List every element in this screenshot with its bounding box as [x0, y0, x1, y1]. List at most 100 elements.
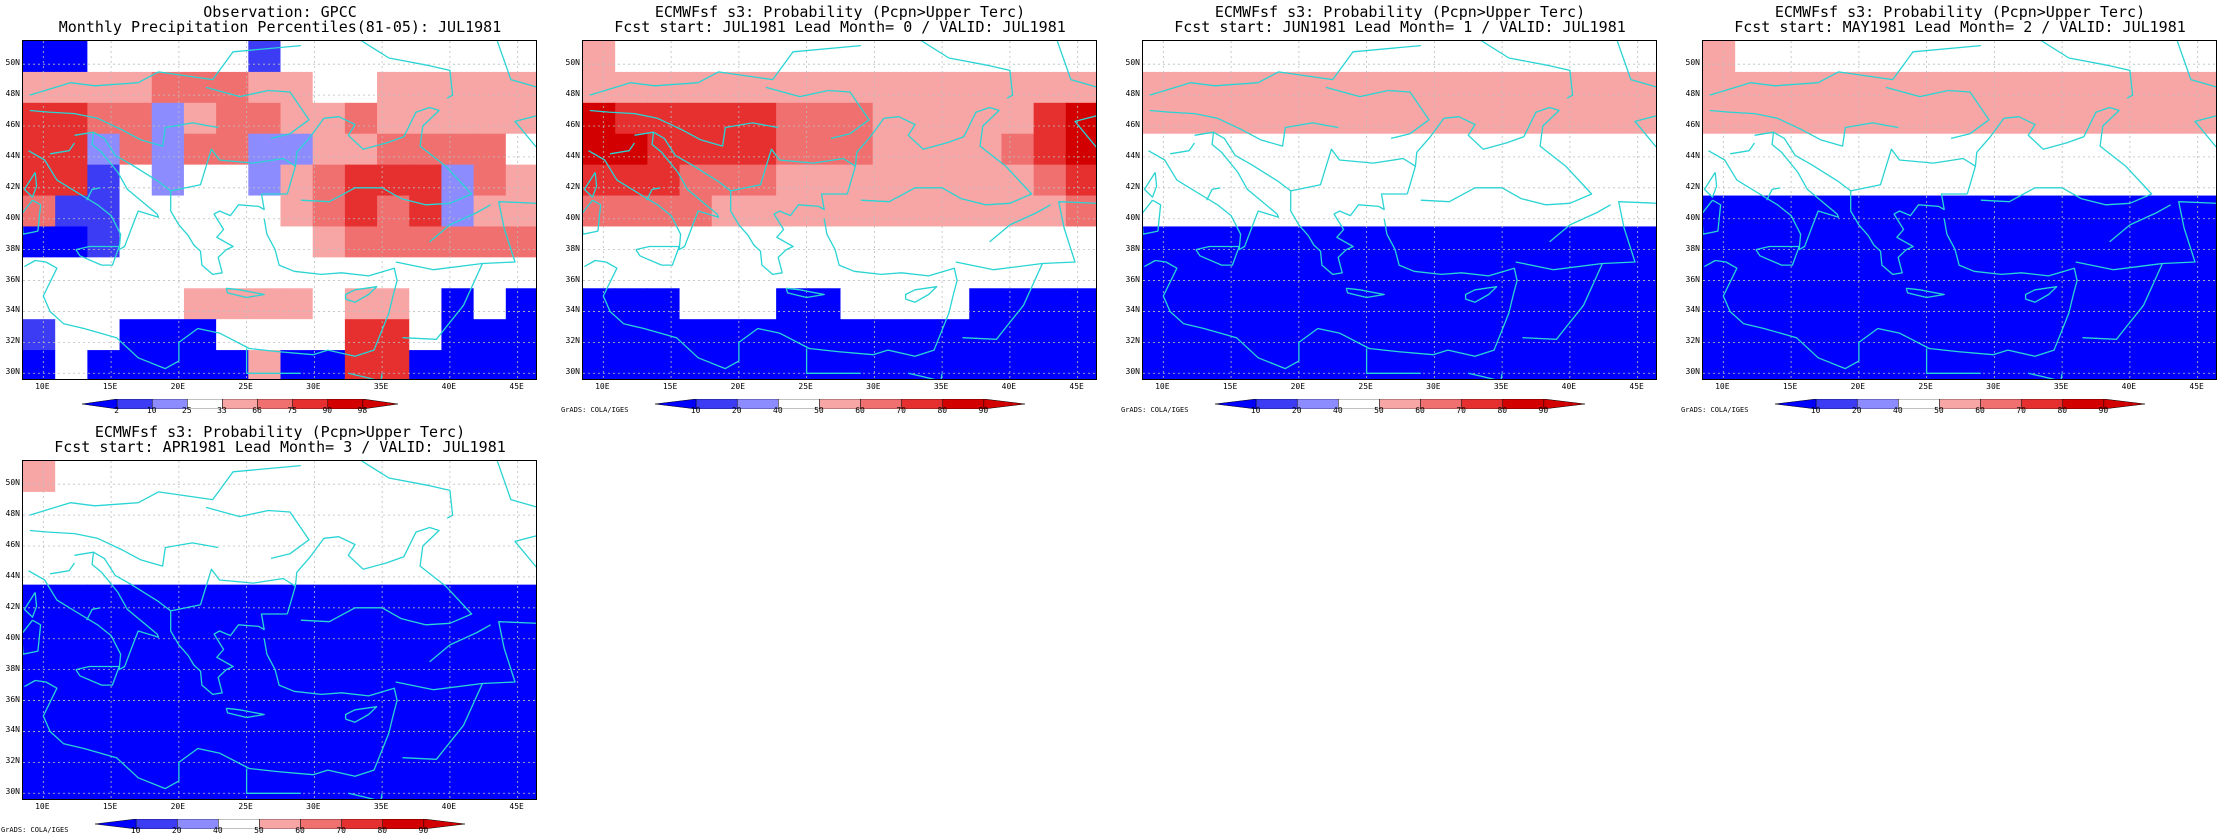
grid-cell	[1432, 102, 1466, 135]
grid-cell	[280, 319, 314, 351]
colorbar-tick-label: 70	[336, 826, 346, 835]
grid-cell	[2185, 288, 2216, 320]
lat-tick-label: 48N	[5, 89, 20, 99]
grid-cell	[1065, 195, 1096, 228]
grid-cell	[505, 164, 536, 197]
grid-cell	[280, 71, 314, 104]
grid-cell	[1143, 257, 1176, 289]
grid-cell	[1799, 102, 1833, 135]
grid-cell	[216, 770, 249, 799]
coastline	[29, 464, 301, 516]
grid-cell	[248, 71, 282, 104]
grid-cell	[119, 615, 153, 648]
grid-cell	[711, 195, 745, 228]
grid-cell	[1928, 71, 1962, 104]
coastline	[2028, 372, 2063, 379]
grid-cell	[280, 288, 314, 320]
grid-cell	[1767, 71, 1801, 104]
grid-cell	[216, 71, 249, 104]
grid-cell	[2185, 133, 2216, 166]
lon-tick-label: 40E	[2121, 382, 2137, 391]
grid-cell	[679, 195, 713, 228]
grid-cell	[1432, 133, 1466, 166]
map-canvas	[23, 461, 536, 799]
colorbar-tick-label: 50	[1934, 406, 1944, 415]
grid-cell	[119, 708, 153, 740]
grid-cell	[872, 102, 906, 135]
grid-cell	[473, 319, 507, 351]
grid-cell	[280, 646, 314, 678]
grid-cell	[1239, 133, 1273, 166]
grid-cell	[1001, 133, 1035, 166]
coastline	[23, 172, 38, 198]
grid-cell	[969, 288, 1003, 320]
colorbar-arrow-high	[362, 398, 398, 410]
lat-tick-label: 30N	[1685, 367, 1700, 377]
grid-cell	[711, 133, 745, 166]
grid-cell	[441, 102, 475, 135]
coastline	[646, 187, 661, 201]
grid-cell	[2153, 71, 2187, 104]
panel-subtitle: Fcst start: JUN1981 Lead Month= 1 / VALI…	[1174, 18, 1626, 36]
map-plot	[22, 460, 537, 800]
grid-cell	[87, 257, 121, 289]
grid-cell	[937, 133, 970, 166]
lat-tick-label: 30N	[565, 367, 580, 377]
map-canvas	[23, 41, 536, 379]
coastline	[785, 287, 825, 299]
grid-cell	[1529, 133, 1563, 166]
grid-cell	[1992, 164, 2026, 197]
lat-tick-label: 34N	[1685, 305, 1700, 315]
grid-cell	[808, 71, 842, 104]
grid-cell	[151, 708, 185, 740]
grid-cell	[1303, 288, 1337, 320]
grid-cell	[1065, 288, 1096, 320]
grid-cell	[711, 288, 745, 320]
lon-tick-label: 35E	[373, 382, 389, 391]
colorbar-tick-label: 80	[937, 406, 948, 415]
grid-cell	[1271, 41, 1305, 73]
lat-tick-label: 48N	[1685, 89, 1700, 99]
grid-cell	[647, 41, 681, 73]
grid-cell	[409, 71, 443, 104]
grid-cell	[1033, 71, 1067, 104]
grid-cell	[216, 584, 249, 617]
grid-cell	[904, 319, 938, 351]
grid-cell	[344, 708, 378, 740]
grid-cell	[904, 41, 938, 73]
panel-title: ECMWFsf s3: Probability (Pcpn>Upper Terc…	[1214, 3, 1586, 21]
grid-cell	[119, 461, 153, 493]
grid-cell	[1928, 319, 1962, 351]
grid-cell	[1001, 71, 1035, 104]
grid-cell	[1896, 350, 1929, 379]
grid-cell	[937, 319, 970, 351]
lat-tick-label: 40N	[5, 212, 20, 222]
grid-cell	[1799, 195, 1833, 228]
grid-cell	[872, 226, 906, 258]
grid-cell	[2089, 102, 2123, 135]
coastline	[23, 592, 38, 618]
grid-cell	[2121, 133, 2155, 166]
coastline	[75, 245, 120, 266]
lon-tick-label: 20E	[1290, 382, 1306, 391]
grid-cell	[1033, 102, 1067, 135]
lat-tick-label: 38N	[1125, 243, 1140, 253]
coastline	[29, 44, 301, 96]
grid-cell	[1561, 257, 1595, 289]
grid-cell	[1529, 71, 1563, 104]
grid-cell	[969, 350, 1003, 379]
grid-cell	[87, 646, 121, 678]
grid-cell	[1033, 319, 1067, 351]
grid-cell	[344, 288, 378, 320]
grid-cell	[2089, 195, 2123, 228]
grid-cell	[1143, 226, 1176, 258]
grid-cell	[1175, 319, 1208, 351]
grid-cell	[969, 133, 1003, 166]
grid-cell	[1271, 319, 1305, 351]
grid-cell	[1368, 41, 1402, 73]
grid-cell	[2024, 319, 2058, 351]
coastline	[1905, 287, 1945, 299]
grid-cell	[344, 133, 378, 166]
colorbar-tick-label: 50	[814, 406, 824, 415]
grid-cell	[151, 615, 185, 648]
